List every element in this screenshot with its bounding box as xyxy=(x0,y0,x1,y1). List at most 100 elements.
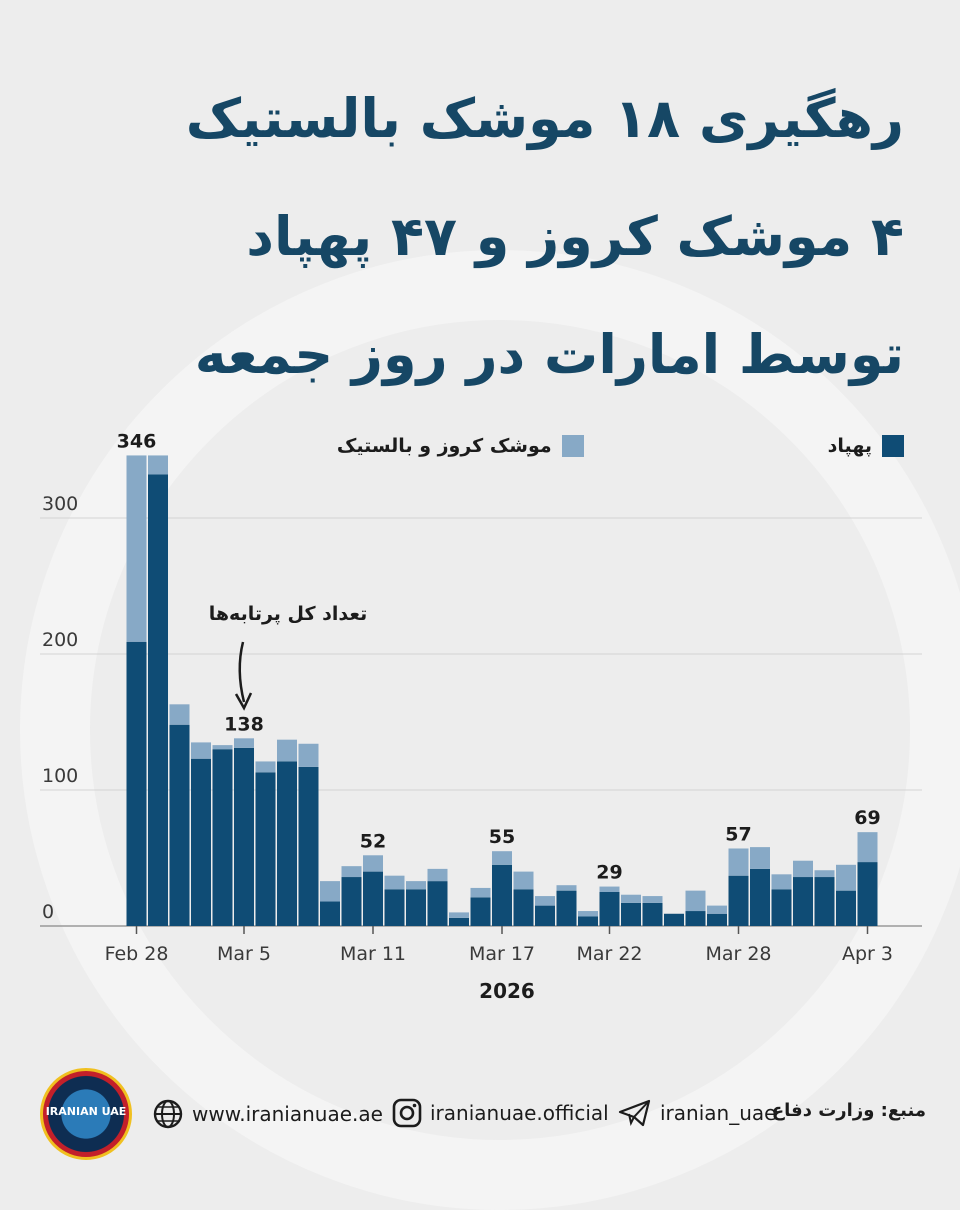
bar-missiles xyxy=(535,896,555,906)
data-label: 69 xyxy=(854,807,880,829)
bar-drones xyxy=(578,916,598,926)
bar-missiles xyxy=(621,894,641,903)
x-tick-label: Feb 28 xyxy=(105,943,169,965)
bar-missiles xyxy=(707,905,727,914)
bar-missiles xyxy=(449,912,469,918)
bar-missiles xyxy=(728,848,749,876)
bar-drones xyxy=(126,641,147,926)
bar-missiles xyxy=(793,860,813,878)
title-line-2: ۴ موشک کروز و ۴۷ پهپاد xyxy=(246,205,904,268)
y-tick-label: 100 xyxy=(42,765,78,787)
bar-drones xyxy=(470,897,491,926)
globe-icon xyxy=(153,1099,183,1129)
data-label: 55 xyxy=(489,826,515,848)
bar-drones xyxy=(707,913,727,926)
data-label: 138 xyxy=(224,713,264,735)
bar-drones xyxy=(320,901,340,926)
logo-text: IRANIAN UAE xyxy=(45,1105,127,1118)
instagram-link[interactable]: iranianuae.official xyxy=(392,1098,609,1128)
bar-missiles xyxy=(513,871,534,890)
annotation-arrow xyxy=(238,641,246,703)
bar-drones xyxy=(857,862,878,926)
telegram-link[interactable]: iranian_uae xyxy=(618,1098,776,1128)
bar-drones xyxy=(169,724,190,926)
annotation: تعداد کل پرتابه‌ها xyxy=(209,603,368,711)
bar-drones xyxy=(277,761,297,926)
x-tick-label: Apr 3 xyxy=(842,943,893,965)
instagram-icon xyxy=(392,1098,422,1128)
x-axis-ticks: Feb 28 Mar 5 Mar 11 Mar 17 Mar 22 Mar 28 Apr 3 xyxy=(105,926,893,965)
bar-missiles xyxy=(771,874,792,890)
bar-drones xyxy=(836,890,856,926)
bar-drones xyxy=(234,747,254,926)
x-axis-label: 2026 xyxy=(479,979,535,1003)
bar-drones xyxy=(814,877,835,926)
legend-item-missiles: موشک کروز و بالستیک xyxy=(337,435,584,457)
iranian-uae-logo: IRANIAN UAE xyxy=(40,1068,132,1160)
bar-missiles xyxy=(255,761,276,773)
y-tick-label: 200 xyxy=(42,629,78,651)
page-title: رهگیری ۱۸ موشک بالستیک ۴ موشک کروز و ۴۷ … xyxy=(44,60,904,414)
title-line-1: رهگیری ۱۸ موشک بالستیک xyxy=(185,87,904,150)
data-labels: 346 138 52 55 29 57 69 xyxy=(117,430,881,883)
bar-missiles xyxy=(277,739,297,762)
bar-missiles xyxy=(470,887,491,898)
bar-missiles xyxy=(191,742,211,759)
x-tick-label: Mar 22 xyxy=(576,943,642,965)
bar-drones xyxy=(363,871,383,926)
bar-missiles xyxy=(126,455,147,642)
bar-missiles xyxy=(363,855,383,872)
bar-missiles xyxy=(298,743,319,767)
bar-missiles xyxy=(492,851,512,865)
telegram-icon xyxy=(618,1099,651,1127)
bar-missiles xyxy=(427,868,448,882)
bar-drones xyxy=(793,877,813,926)
x-tick-label: Mar 5 xyxy=(217,943,271,965)
bar-drones xyxy=(191,758,211,926)
legend-label-missiles: موشک کروز و بالستیک xyxy=(336,435,552,457)
data-label: 346 xyxy=(117,430,157,452)
bar-missiles xyxy=(341,866,362,878)
bar-drones xyxy=(771,889,792,926)
bar-drones xyxy=(148,474,168,926)
bar-drones xyxy=(513,889,534,926)
bar-drones xyxy=(427,881,448,926)
bar-drones xyxy=(298,766,319,926)
bar-drones xyxy=(664,913,684,926)
bar-missiles xyxy=(148,455,168,475)
bar-drones xyxy=(685,911,706,926)
y-tick-label: 0 xyxy=(42,901,54,923)
data-label: 52 xyxy=(360,830,386,852)
y-axis-ticks: 0 100 200 300 xyxy=(42,493,78,923)
bar-missiles xyxy=(750,847,770,869)
bar-missiles xyxy=(556,885,577,891)
legend-swatch-missiles xyxy=(561,435,584,457)
annotation-text: تعداد کل پرتابه‌ها xyxy=(209,603,368,625)
bar-drones xyxy=(449,917,469,926)
bar-missiles xyxy=(212,745,233,750)
x-tick-label: Mar 11 xyxy=(340,943,406,965)
bar-missiles xyxy=(857,832,878,863)
bar-missiles xyxy=(642,896,663,903)
website-text: www.iranianuae.ae xyxy=(192,1102,383,1126)
bar-drones xyxy=(642,902,663,926)
bar-drones xyxy=(341,877,362,926)
chart-legend: پهپاد موشک کروز و بالستیک xyxy=(44,428,904,464)
bar-drones xyxy=(406,889,426,926)
bar-missiles xyxy=(599,886,620,892)
legend-item-drones: پهپاد xyxy=(828,435,904,457)
bar-missiles xyxy=(578,911,598,917)
bar-drones xyxy=(384,889,405,926)
bar-missiles xyxy=(320,881,340,902)
bar-missiles xyxy=(836,864,856,891)
bar-missiles xyxy=(406,881,426,890)
bar-drones xyxy=(621,902,641,926)
website-link[interactable]: www.iranianuae.ae xyxy=(152,1098,383,1130)
bar-drones xyxy=(535,905,555,926)
bar-drones xyxy=(212,749,233,926)
source-text: منبع: وزارت دفاع xyxy=(771,1100,926,1121)
bar-drones xyxy=(750,868,770,926)
bar-chart: 0 100 200 300 346 138 52 55 29 57 69 Feb 28 Mar 5 M… xyxy=(40,430,922,1003)
bar-missiles xyxy=(384,875,405,890)
data-label: 29 xyxy=(596,862,622,884)
